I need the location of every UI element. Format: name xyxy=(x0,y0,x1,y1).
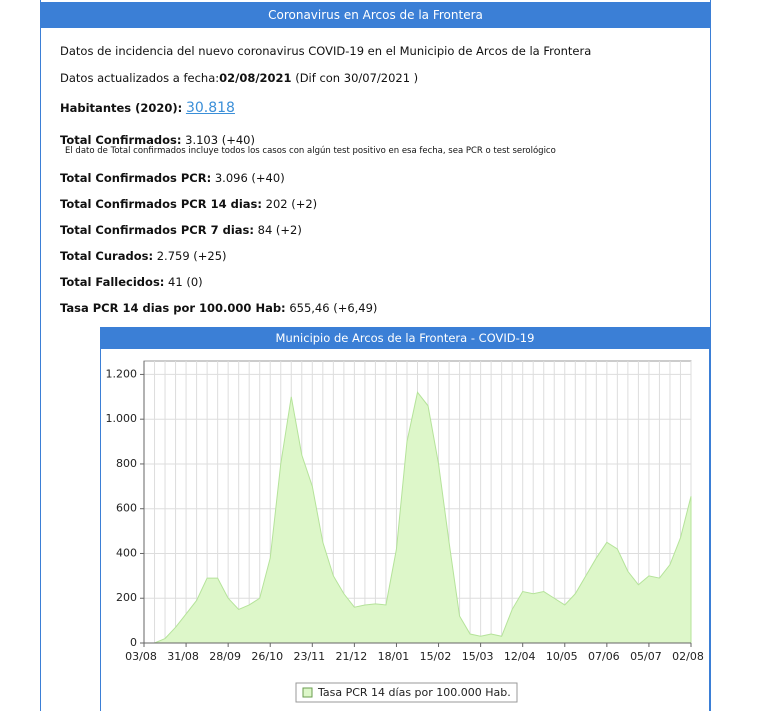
intro: Datos de incidencia del nuevo coronaviru… xyxy=(60,44,592,58)
stat-label: Total Fallecidos: xyxy=(60,275,165,289)
stat-value: 202 (+2) xyxy=(265,197,318,211)
x-tick-label: 07/06 xyxy=(588,650,620,663)
legend-box xyxy=(295,682,518,703)
content-frame xyxy=(40,0,711,711)
x-tick-label: 31/08 xyxy=(167,650,199,663)
stat-line: Total Confirmados PCR 14 dias: 202 (+2) xyxy=(60,197,317,211)
stat-line: Tasa PCR 14 dias por 100.000 Hab: 655,46… xyxy=(60,301,377,315)
stat-line: Total Curados: 2.759 (+25) xyxy=(60,249,227,263)
y-tick-label: 200 xyxy=(116,591,137,604)
x-tick-label: 05/07 xyxy=(630,650,662,663)
page-title: Coronavirus en Arcos de la Frontera xyxy=(40,2,711,28)
y-tick-label: 400 xyxy=(116,546,137,559)
x-tick-label: 10/05 xyxy=(546,650,578,663)
x-tick-label: 15/02 xyxy=(420,650,452,663)
y-tick-label: 1.000 xyxy=(106,412,138,425)
stat-label: Total Confirmados PCR: xyxy=(60,171,212,185)
population-link[interactable]: 30.818 xyxy=(185,100,235,116)
stat-value: 3.103 (+40) xyxy=(185,133,255,147)
stat-line: Total Fallecidos: 41 (0) xyxy=(60,275,203,289)
stat-line: Total Confirmados PCR: 3.096 (+40) xyxy=(60,171,285,185)
legend-swatch xyxy=(302,687,313,698)
population-label: Habitantes (2020): xyxy=(60,101,183,115)
area xyxy=(144,391,692,644)
x-tick-label: 02/08 xyxy=(672,650,704,663)
x-tick-label: 15/03 xyxy=(462,650,494,663)
x-tick-label: 18/01 xyxy=(378,650,410,663)
updated-label: Datos actualizados a fecha: xyxy=(60,71,220,85)
x-tick-label: 21/12 xyxy=(336,650,368,663)
legend-label: Tasa PCR 14 días por 100.000 Hab. xyxy=(317,686,511,699)
y-tick-label: 0 xyxy=(130,636,137,649)
stat-value: 41 (0) xyxy=(168,275,203,289)
chart: 0 200 400 600 800 1.000 1.200 03/08 31/08 28/09 26… xyxy=(106,360,704,703)
x-tick-label: 26/10 xyxy=(251,650,283,663)
x-tick-label: 23/11 xyxy=(293,650,325,663)
chart-title: Municipio de Arcos de la Frontera - COVI… xyxy=(100,327,710,349)
x-tick-label: 03/08 xyxy=(125,650,157,663)
updated-date: 02/08/2021 xyxy=(219,71,292,85)
stat-value: 84 (+2) xyxy=(257,223,302,237)
stat-line: Total Confirmados: 3.103 (+40) xyxy=(60,133,255,147)
stat-label: Total Confirmados: xyxy=(60,133,182,147)
stat-label: Total Confirmados PCR 14 dias: xyxy=(60,197,262,211)
population-line: Habitantes (2020): 30.818 xyxy=(60,100,235,116)
stat-label: Tasa PCR 14 dias por 100.000 Hab: xyxy=(60,301,286,315)
note: El dato de Total confirmados incluye tod… xyxy=(65,146,556,156)
y-tick-label: 600 xyxy=(116,502,137,515)
stat-label: Total Confirmados PCR 7 dias: xyxy=(60,223,254,237)
stat-value: 2.759 (+25) xyxy=(156,249,227,263)
stat-label: Total Curados: xyxy=(60,249,154,263)
stat-value: 655,46 (+6,49) xyxy=(289,301,378,315)
updated-line: Datos actualizados a fecha:02/08/2021 (D… xyxy=(60,71,418,85)
y-tick-label: 1.200 xyxy=(106,367,138,380)
y-tick-label: 800 xyxy=(116,457,137,470)
stat-line: Total Confirmados PCR 7 dias: 84 (+2) xyxy=(60,223,302,237)
stat-value: 3.096 (+40) xyxy=(214,171,285,185)
updated-diff: (Dif con 30/07/2021 ) xyxy=(295,71,419,85)
x-tick-label: 28/09 xyxy=(209,650,241,663)
x-tick-label: 12/04 xyxy=(504,650,536,663)
